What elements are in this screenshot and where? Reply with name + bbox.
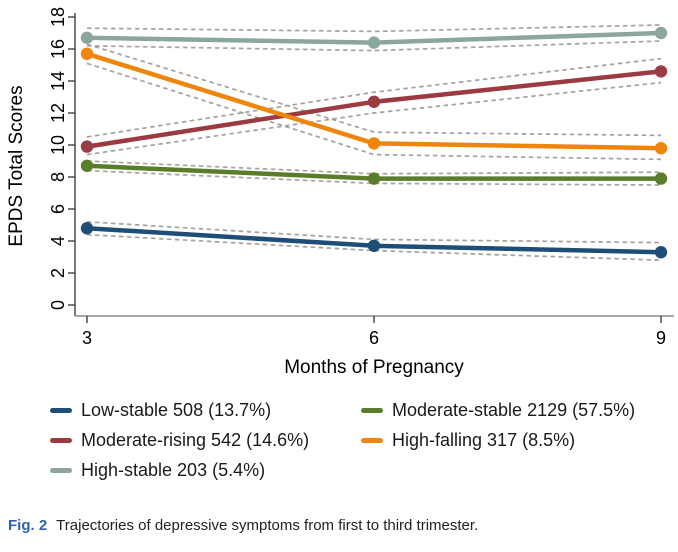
legend-item-low-stable: Low-stable 508 (13.7%) [50,400,361,421]
y-tick-label: 2 [48,268,68,278]
legend-swatch-high-falling [361,438,383,443]
y-tick-label: 0 [48,300,68,310]
marker-high-stable-month-6 [367,36,381,49]
y-tick-label: 10 [48,135,68,155]
marker-high-falling-month-6 [367,137,381,150]
epds-line-chart: 0 2 4 6 8 10 12 14 16 18 3 6 9 EPDS Total Scores Month… [6,7,674,378]
marker-high-stable-month-9 [654,26,668,40]
x-tick-label: 6 [369,328,379,348]
legend-label-moderate-rising: Moderate-rising 542 (14.6%) [81,430,310,450]
legend-label-high-falling: High-falling 317 (8.5%) [392,430,576,450]
ci-lower-moderate-rising [86,81,662,156]
marker-high-stable-month-3 [80,31,94,44]
x-tick-label: 9 [656,328,666,348]
chart-legend: Low-stable 508 (13.7%) Moderate-stable 21… [50,400,635,481]
ci-upper-moderate-rising [86,57,662,138]
marker-low-stable-month-9 [654,246,668,259]
legend-swatch-moderate-rising [50,438,72,443]
y-tick-label: 14 [48,71,68,91]
marker-high-falling-month-9 [654,142,668,155]
legend-label-moderate-stable: Moderate-stable 2129 (57.5%) [392,400,636,420]
y-tick-label: 8 [48,172,68,182]
ci-upper-high-falling [86,43,662,137]
marker-high-falling-month-3 [80,47,94,60]
figure-label: Fig. 2 [8,517,48,534]
legend-item-high-falling: High-falling 317 (8.5%) [361,430,635,451]
marker-moderate-stable-month-6 [367,172,381,185]
marker-moderate-rising-month-6 [367,95,381,109]
legend-swatch-high-stable [50,468,72,473]
legend-swatch-low-stable [50,408,72,413]
marker-moderate-rising-month-9 [654,65,668,78]
x-axis-label: Months of Pregnancy [284,357,464,378]
legend-label-low-stable: Low-stable 508 (13.7%) [81,400,272,420]
y-tick-label: 16 [48,39,68,59]
y-tick-label: 12 [48,103,68,123]
y-axis-label: EPDS Total Scores [6,85,27,246]
legend-item-high-stable: High-stable 203 (5.4%) [50,460,361,481]
marker-moderate-rising-month-3 [80,140,94,153]
figure-caption: Fig. 2 Trajectories of depressive symptom… [8,516,670,536]
marker-low-stable-month-6 [367,239,381,252]
x-tick-label: 3 [82,328,92,348]
caption-text: Trajectories of depressive symptoms from… [56,517,479,534]
y-tick-label: 4 [48,236,68,246]
legend-swatch-moderate-stable [361,408,383,413]
legend-item-moderate-stable: Moderate-stable 2129 (57.5%) [361,400,635,421]
marker-moderate-stable-month-3 [80,159,94,172]
y-tick-label: 6 [48,204,68,214]
ci-lower-high-falling [86,62,662,161]
y-tick-label: 18 [48,7,68,27]
legend-item-moderate-rising: Moderate-rising 542 (14.6%) [50,430,361,451]
legend-label-high-stable: High-stable 203 (5.4%) [81,460,266,480]
marker-low-stable-month-3 [80,222,94,235]
trajectory-chart: 0 2 4 6 8 10 12 14 16 18 3 6 9 EPDS Total Scores Month… [6,7,674,378]
ci-upper-high-stable [86,24,662,33]
marker-moderate-stable-month-9 [654,172,668,185]
